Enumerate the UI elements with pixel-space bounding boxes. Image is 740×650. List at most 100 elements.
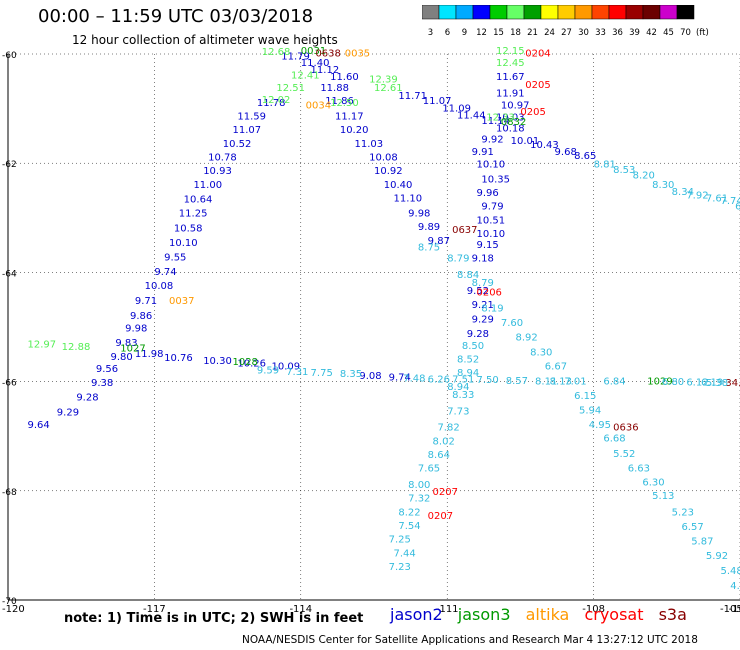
y-tick-label: -62	[2, 160, 17, 170]
data-point-label: 10.43	[530, 140, 559, 151]
colorbar-label: 27	[561, 28, 572, 38]
data-point-label: 8.53	[613, 165, 635, 176]
data-point-label: 0207	[433, 487, 458, 498]
data-point-label: 12.51	[276, 83, 305, 94]
x-tick-label: -114	[289, 604, 312, 615]
data-point-label: 9.71	[135, 296, 157, 307]
data-point-label: 8.11	[535, 376, 557, 387]
data-point-label: 7.82	[437, 423, 459, 434]
data-point-label: 9.56	[96, 364, 118, 375]
data-point-label: 6.12	[686, 377, 708, 388]
data-point-label: 0204	[525, 49, 550, 60]
data-point-label: 8.57	[506, 376, 528, 387]
data-point-label: 10.26	[237, 358, 266, 369]
data-point-label: 8.64	[428, 450, 450, 461]
data-point-label: 0832	[501, 117, 526, 128]
data-point-label: 8.52	[457, 354, 479, 365]
colorbar-swatch	[676, 5, 695, 20]
data-point-label: 8.02	[433, 436, 455, 447]
data-point-label: 4.95	[589, 420, 611, 431]
data-point-label: 6.84	[603, 376, 625, 387]
data-point-label: 12.88	[62, 342, 91, 353]
colorbar: 3 6 9 12 15 18 21 24 27 30 33 36 39 42 45 70 (ft)	[422, 5, 709, 38]
data-point-label: 0207	[428, 511, 453, 522]
data-point-label: 7.25	[389, 535, 411, 546]
data-point-label: 8.94	[447, 382, 469, 393]
data-point-label: 12.39	[369, 74, 398, 85]
data-point-label: 11.03	[354, 139, 383, 150]
data-point-label: 11.98	[135, 349, 164, 360]
data-point-label: 9.91	[472, 147, 494, 158]
legend: jason2 jason3 altika cryosat s3a	[390, 605, 697, 624]
data-point-label: 11.59	[237, 112, 266, 123]
data-point-label: 10.10	[169, 238, 198, 249]
x-max-label: -105	[720, 604, 740, 615]
data-point-label: 10.35	[481, 174, 510, 185]
colorbar-label: 36	[612, 28, 623, 38]
data-point-label: 1028	[232, 357, 257, 368]
legend-jason2: jason2	[390, 605, 443, 624]
data-point-label: 6.63	[628, 464, 650, 475]
data-point-label: 8.79	[447, 253, 469, 264]
colorbar-label: 15	[493, 28, 504, 38]
data-point-label: 11.25	[179, 209, 208, 220]
data-point-label: 12.50	[330, 98, 359, 109]
data-point-label: 10.30	[203, 356, 232, 367]
data-point-label: 8.94	[457, 368, 479, 379]
data-point-label: 7.51	[452, 375, 474, 386]
y-tick-label: -60	[2, 51, 17, 61]
data-point-label: 8.79	[472, 278, 494, 289]
data-point-label: 12.45	[496, 58, 525, 69]
data-point-label: 10.18	[496, 124, 525, 135]
legend-altika: altika	[525, 605, 570, 624]
x-min-label: -120	[2, 604, 25, 615]
data-point-label: 8.81	[594, 160, 616, 171]
x-tick-label: -105	[729, 604, 740, 615]
y-tick-label: -66	[2, 379, 17, 389]
data-point-label: 10.08	[145, 281, 174, 292]
data-point-label: 0205	[525, 80, 550, 91]
data-point-label: 9.98	[408, 209, 430, 220]
data-point-label: 6.93	[735, 202, 740, 213]
chart-subtitle: 12 hour collection of altimeter wave hei…	[72, 33, 338, 47]
data-point-label: 8.33	[452, 390, 474, 401]
colorbar-label: 3	[428, 28, 433, 38]
data-point-label: 8.34	[672, 187, 694, 198]
data-point-label: 7.73	[447, 406, 469, 417]
data-point-label: 9.89	[418, 222, 440, 233]
data-point-label: 34.11	[725, 378, 740, 389]
data-point-label: 10.01	[511, 136, 540, 147]
colorbar-label: 45	[663, 28, 674, 38]
data-point-label: 6.30	[642, 477, 664, 488]
data-point-label: 9.28	[467, 329, 489, 340]
data-point-label: 6.19	[701, 377, 723, 388]
data-point-label: 7.48	[403, 374, 425, 385]
data-point-label: 8.65	[574, 151, 596, 162]
data-point-label: 10.92	[374, 166, 403, 177]
data-point-label: 11.07	[232, 125, 261, 136]
data-point-label: 9.59	[257, 365, 279, 376]
colorbar-label: 18	[510, 28, 521, 38]
colorbar-label: 24	[544, 28, 555, 38]
data-point-label: 8.19	[481, 304, 503, 315]
data-point-label: 9.86	[130, 311, 152, 322]
data-point-label: 9.15	[476, 240, 498, 251]
data-point-label: 11.07	[423, 96, 452, 107]
data-point-label: 10.78	[208, 152, 237, 163]
data-point-label: 9.83	[115, 338, 137, 349]
data-point-label: 9.55	[164, 252, 186, 263]
data-point-label: 10.93	[203, 166, 232, 177]
data-point-label: 4.94	[730, 581, 740, 592]
data-point-label: 11.10	[394, 193, 423, 204]
data-point-label: 11.71	[398, 91, 427, 102]
data-point-label: 7.23	[389, 562, 411, 573]
data-point-label: 9.21	[472, 300, 494, 311]
colorbar-label: 6	[445, 28, 450, 38]
data-point-label: 11.79	[281, 51, 310, 62]
data-point-label: 10.97	[501, 101, 530, 112]
data-point-label: 6.15	[574, 391, 596, 402]
data-point-label: 10.09	[272, 362, 301, 373]
credit-line: NOAA/NESDIS Center for Satellite Applica…	[242, 634, 698, 646]
colorbar-label: 9	[462, 28, 467, 38]
